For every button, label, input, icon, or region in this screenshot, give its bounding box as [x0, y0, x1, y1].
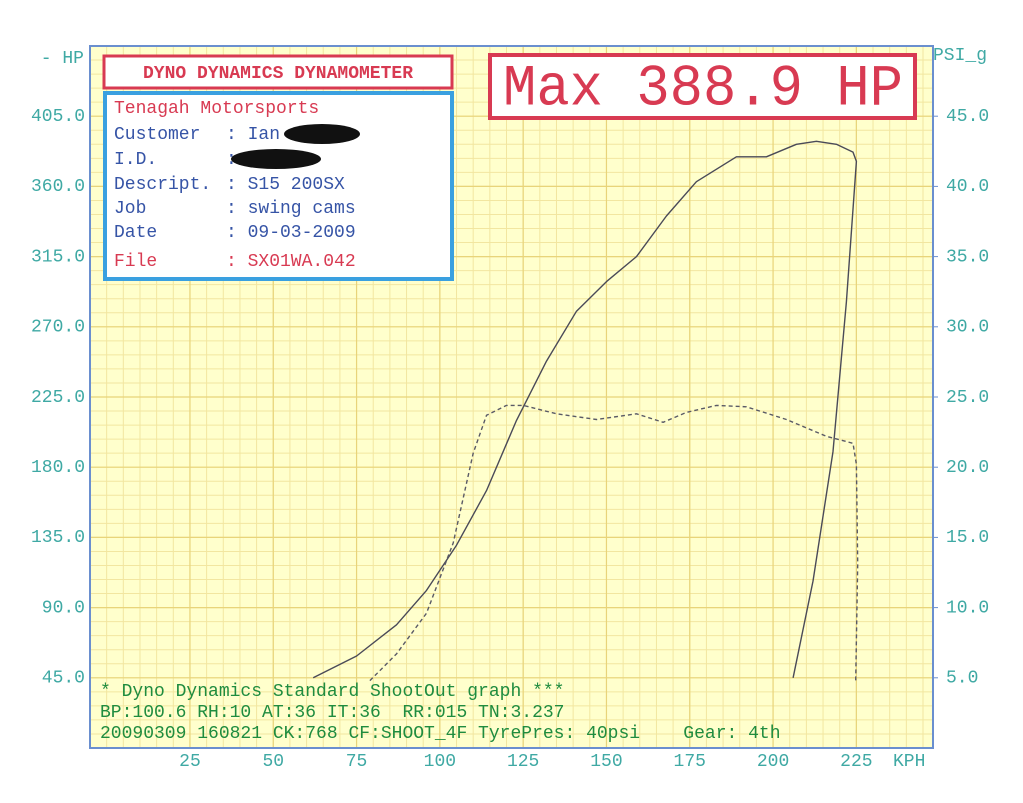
info-value: : SX01WA.042	[226, 252, 356, 272]
y2-tick-label: 35.0	[946, 247, 989, 267]
x-tick-label: 225	[840, 752, 872, 772]
y-tick-label: 90.0	[42, 598, 85, 618]
title-box	[102, 54, 454, 90]
info-label: I.D.	[114, 150, 157, 170]
info-heading: Tenagah Motorsports	[114, 99, 319, 119]
x-tick-label: 200	[757, 752, 789, 772]
y2-tick-label: 45.0	[946, 107, 989, 127]
y2-tick-label: 10.0	[946, 598, 989, 618]
x-axis-label: KPH	[893, 752, 925, 772]
y2-tick-label: 25.0	[946, 388, 989, 408]
info-value: : Ian	[226, 125, 280, 145]
info-box	[103, 91, 454, 281]
chart-title: DYNO DYNAMICS DYNAMOMETER	[143, 64, 413, 84]
series-line	[312, 140, 858, 679]
x-tick-label: 175	[674, 752, 706, 772]
x-tick-label: 75	[346, 752, 368, 772]
y2-axis-label: PSI_g	[933, 46, 987, 66]
y-tick-label: 135.0	[31, 528, 85, 548]
y-axis-label: - HP	[41, 49, 84, 69]
y2-tick-label: 15.0	[946, 528, 989, 548]
marks	[312, 140, 859, 682]
x-tick-label: 100	[424, 752, 456, 772]
info-value: : 09-03-2009	[226, 223, 356, 243]
y-tick-label: 270.0	[31, 318, 85, 338]
y-tick-label: 225.0	[31, 388, 85, 408]
y-tick-label: 360.0	[31, 177, 85, 197]
redaction	[231, 149, 321, 169]
series-line	[369, 404, 859, 682]
x-tick-label: 50	[262, 752, 284, 772]
headline-box	[488, 53, 917, 120]
footer-line: BP:100.6 RH:10 AT:36 IT:36 RR:015 TN:3.2…	[100, 703, 564, 723]
y2-tick-label: 5.0	[946, 669, 978, 689]
info-value: : swing cams	[226, 199, 356, 219]
headline: Max 388.9 HP	[503, 57, 903, 122]
x-tick-label: 25	[179, 752, 201, 772]
x-tick-label: 125	[507, 752, 539, 772]
info-label: Date	[114, 223, 157, 243]
info-label: Descript.	[114, 175, 211, 195]
y-tick-label: 180.0	[31, 458, 85, 478]
info-label: Job	[114, 199, 146, 219]
info-value: : S15 200SX	[226, 175, 345, 195]
y-tick-label: 45.0	[42, 669, 85, 689]
y-tick-label: 315.0	[31, 247, 85, 267]
x-tick-label: 150	[590, 752, 622, 772]
y2-tick-label: 40.0	[946, 177, 989, 197]
info-label: Customer	[114, 125, 200, 145]
footer-line: 20090309 160821 CK:768 CF:SHOOT_4F TyreP…	[100, 724, 781, 744]
redaction	[284, 124, 360, 144]
info-label: File	[114, 252, 157, 272]
y-tick-label: 405.0	[31, 107, 85, 127]
y2-tick-label: 20.0	[946, 458, 989, 478]
y2-tick-label: 30.0	[946, 318, 989, 338]
footer-line: * Dyno Dynamics Standard ShootOut graph …	[100, 682, 564, 702]
